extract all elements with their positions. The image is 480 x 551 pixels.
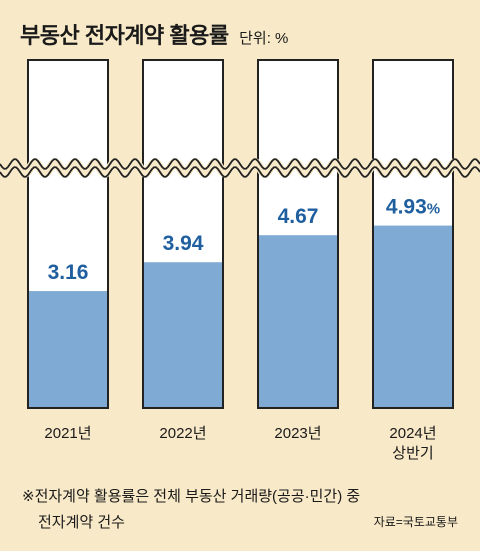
source-credit: 자료=국토교통부 — [373, 515, 458, 529]
bar-value-label: 3.94 — [163, 232, 204, 255]
axis-break-line-bottom — [0, 166, 480, 178]
bar-value-label: 4.93% — [386, 196, 440, 219]
title-row: 부동산 전자계약 활용률 단위: % — [20, 18, 288, 50]
category-label: 상반기 — [392, 445, 433, 462]
bar — [29, 291, 107, 407]
footnote-line-1: ※전자계약 활용률은 전체 부동산 거래량(공공·민간) 중 — [22, 488, 361, 505]
bar — [259, 235, 337, 407]
category-label: 2021년 — [44, 425, 91, 442]
bar-value-label: 3.16 — [48, 261, 89, 284]
unit-label: 단위: % — [239, 30, 289, 47]
category-label: 2023년 — [274, 425, 321, 442]
bar — [374, 225, 452, 407]
chart-title: 부동산 전자계약 활용률 — [20, 23, 229, 48]
category-label: 2024년 — [389, 425, 436, 442]
axis-break-gap — [0, 158, 480, 178]
axis-break-line-top — [0, 158, 480, 170]
footnote-line-2: 전자계약 건수 — [38, 514, 125, 531]
category-label: 2022년 — [159, 425, 206, 442]
footnote: ※전자계약 활용률은 전체 부동산 거래량(공공·민간) 중 전자계약 건수 — [22, 484, 462, 536]
bar — [144, 262, 222, 407]
bar-value-label: 4.67 — [278, 205, 319, 228]
